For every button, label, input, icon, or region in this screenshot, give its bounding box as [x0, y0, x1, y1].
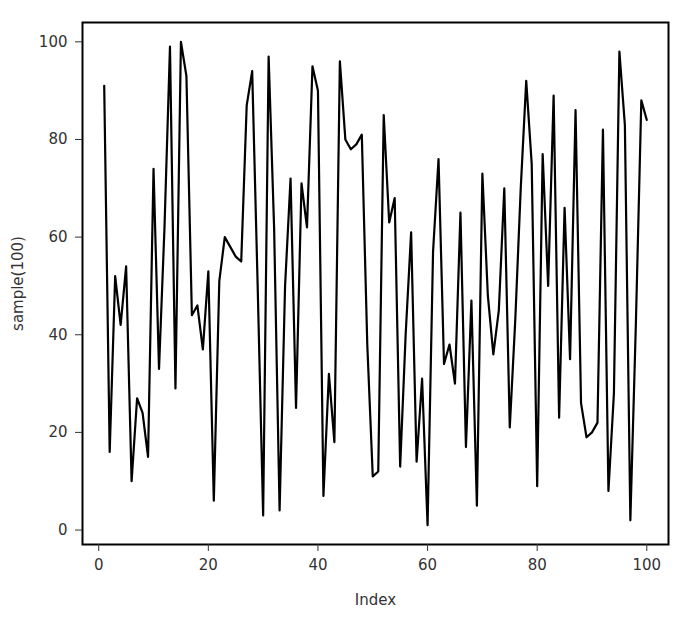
svg-text:60: 60: [418, 556, 437, 574]
svg-text:40: 40: [308, 556, 327, 574]
svg-text:100: 100: [632, 556, 661, 574]
svg-text:100: 100: [39, 33, 68, 51]
svg-text:40: 40: [48, 326, 67, 344]
svg-text:20: 20: [199, 556, 218, 574]
svg-text:Index: Index: [355, 591, 396, 609]
svg-text:60: 60: [48, 228, 67, 246]
svg-text:sample(100): sample(100): [9, 236, 27, 331]
svg-text:20: 20: [48, 423, 67, 441]
svg-text:0: 0: [58, 521, 68, 539]
svg-text:80: 80: [528, 556, 547, 574]
svg-text:0: 0: [94, 556, 104, 574]
svg-text:80: 80: [48, 130, 67, 148]
